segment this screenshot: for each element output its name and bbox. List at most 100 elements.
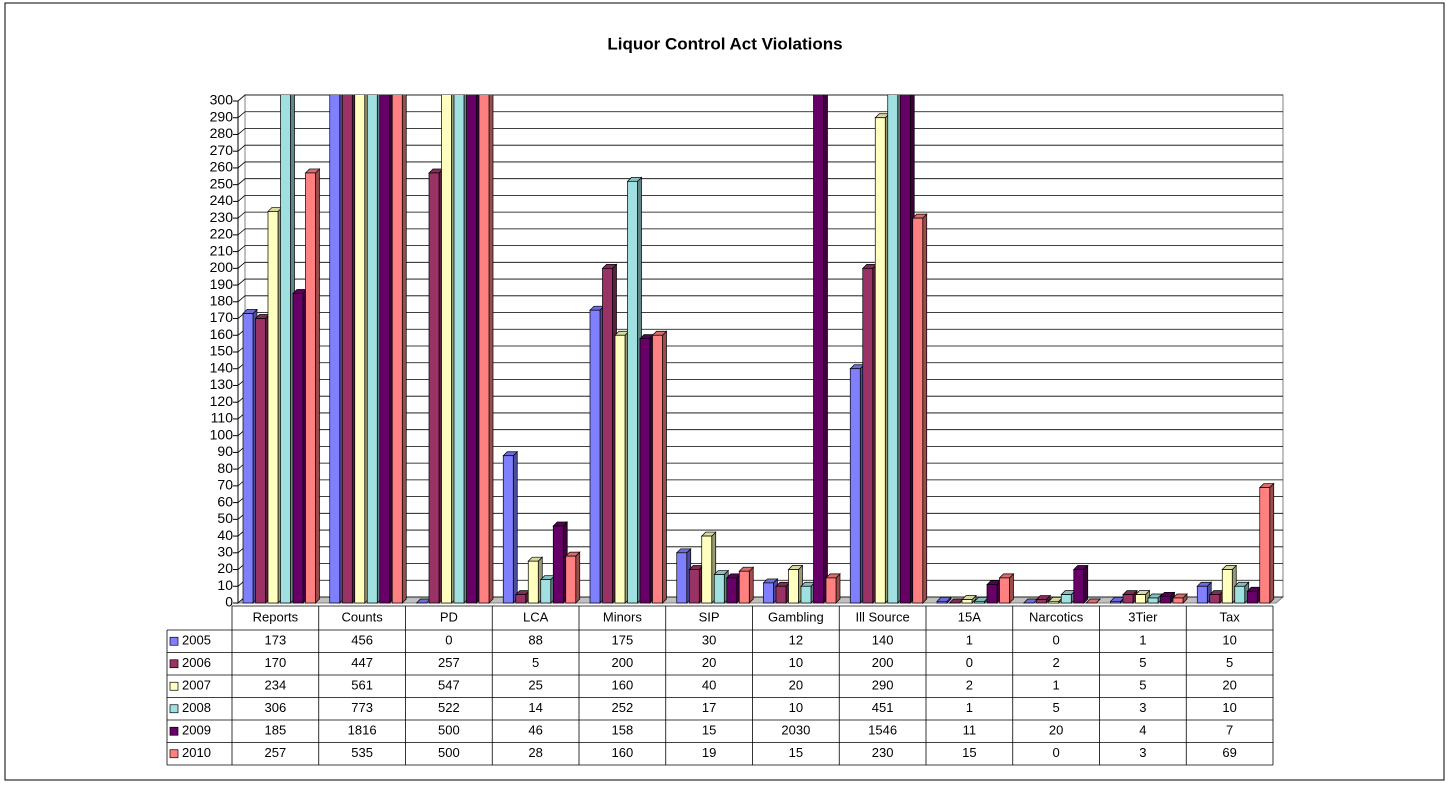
y-tick-label: 110 <box>211 410 234 426</box>
legend-swatch <box>169 681 179 691</box>
bar <box>1035 594 1052 604</box>
y-tick-label: 90 <box>217 443 233 459</box>
table-value: 160 <box>612 678 634 693</box>
bar-front <box>478 95 490 604</box>
table-value: 11 <box>963 723 977 738</box>
bar-side <box>1009 573 1014 604</box>
table-value: 230 <box>872 745 894 760</box>
bar-front <box>701 535 713 604</box>
bar-front <box>1196 585 1208 604</box>
bar-front <box>961 599 973 604</box>
table-value: 500 <box>438 745 460 760</box>
bar-front <box>453 95 465 604</box>
legend-swatch <box>169 704 179 714</box>
bar <box>428 168 444 604</box>
bar <box>675 547 692 604</box>
bar-front <box>428 172 440 604</box>
grid-line <box>237 278 1283 286</box>
table-value: 69 <box>1222 745 1236 760</box>
table-value: 46 <box>528 723 542 738</box>
bar <box>614 330 630 604</box>
table-value: 4 <box>1139 723 1146 738</box>
table-value: 306 <box>265 700 287 715</box>
bar <box>639 333 655 604</box>
bar-front <box>1160 595 1171 604</box>
grid-line <box>237 261 1283 269</box>
bar <box>1233 581 1250 604</box>
table-value: 170 <box>265 655 287 670</box>
bar-side <box>575 551 581 604</box>
category-label: Ill Source <box>856 609 910 624</box>
category-label: 3Tier <box>1128 609 1158 624</box>
table-value: 10 <box>789 655 803 670</box>
bar-front <box>305 172 316 604</box>
bar-front <box>329 95 341 604</box>
bar <box>911 213 928 604</box>
bar <box>280 95 295 604</box>
bar <box>304 168 321 604</box>
bar <box>589 305 605 604</box>
category-label: LCA <box>523 609 549 624</box>
table-value: 10 <box>789 700 803 715</box>
bar-front <box>899 95 911 604</box>
legend-label: 2010 <box>182 745 211 760</box>
bar-front <box>775 585 787 604</box>
y-tick-label: 50 <box>217 510 233 526</box>
bar <box>1122 589 1138 604</box>
bar <box>267 206 283 604</box>
bar-front <box>341 95 353 604</box>
grid-line <box>237 94 1283 102</box>
y-tick-label: 140 <box>210 359 234 375</box>
y-tick-label: 190 <box>210 276 234 292</box>
grid-line <box>237 111 1283 119</box>
bar <box>502 450 519 604</box>
bar <box>564 551 581 604</box>
y-tick-label: 10 <box>217 577 233 593</box>
bar-front <box>292 293 304 604</box>
bar <box>391 95 407 604</box>
bar-side <box>512 450 518 604</box>
table-value: 451 <box>872 700 894 715</box>
category-label: Gambling <box>768 609 824 624</box>
bar-front <box>1259 487 1271 604</box>
table-value: 14 <box>528 700 542 715</box>
category-label: Tax <box>1220 609 1241 624</box>
bar <box>651 330 668 604</box>
bar <box>986 579 1002 604</box>
chart-title: Liquor Control Act Violations <box>607 34 842 53</box>
bar-front <box>502 455 514 604</box>
table-value: 1816 <box>348 723 377 738</box>
bar <box>738 566 755 604</box>
table-value: 20 <box>1222 678 1236 693</box>
bar <box>1196 581 1213 604</box>
table-value: 10 <box>1222 633 1236 648</box>
legend-label: 2006 <box>182 655 211 670</box>
legend-swatch <box>169 726 179 736</box>
table-value: 5 <box>1226 655 1233 670</box>
bar-front <box>862 267 874 604</box>
bar-front <box>354 95 366 604</box>
bar-front <box>912 217 924 604</box>
y-tick-label: 180 <box>210 293 234 309</box>
table-value: 500 <box>438 723 460 738</box>
table-value: 522 <box>438 700 460 715</box>
y-tick-label: 70 <box>217 477 233 493</box>
y-tick-label: 220 <box>210 226 234 242</box>
bar-front <box>813 95 824 604</box>
y-tick-label: 130 <box>210 376 234 392</box>
y-tick-label: 210 <box>210 242 234 258</box>
bar-front <box>1209 594 1221 604</box>
table-value: 5 <box>1053 700 1060 715</box>
grid-line <box>237 228 1283 236</box>
y-tick-label: 80 <box>217 460 233 476</box>
bar <box>936 596 952 604</box>
legend-label: 2005 <box>182 633 211 648</box>
grid-line <box>237 194 1283 202</box>
bar <box>254 313 271 604</box>
table-value: 20 <box>702 655 716 670</box>
bar <box>700 531 717 604</box>
category-label: SIP <box>699 609 720 624</box>
bar-front <box>515 594 527 604</box>
bar <box>787 564 804 604</box>
bar-front <box>726 577 738 604</box>
